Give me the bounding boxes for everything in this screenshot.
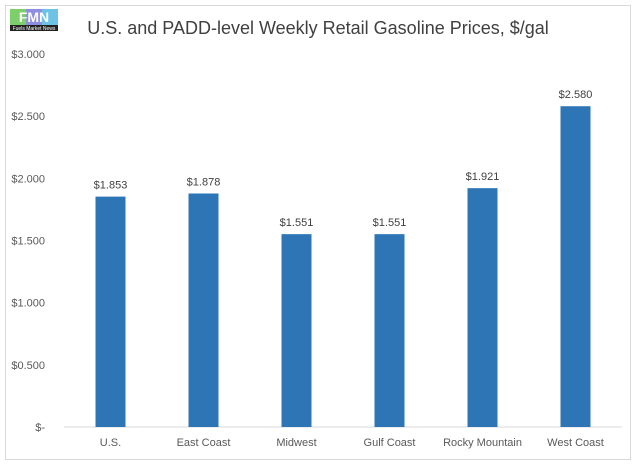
chart-title: U.S. and PADD-level Weekly Retail Gasoli…	[87, 18, 549, 38]
x-tick-label: Gulf Coast	[364, 437, 416, 449]
data-label: $1.551	[280, 217, 314, 229]
data-label: $1.853	[94, 180, 128, 192]
data-label: $1.551	[373, 217, 407, 229]
fuels-market-news-logo: FMN Fuels Market News	[10, 9, 58, 31]
x-tick-label: West Coast	[547, 437, 604, 449]
x-tick-label: Midwest	[276, 437, 316, 449]
bar	[467, 188, 498, 427]
bar	[374, 234, 405, 427]
x-tick-label: U.S.	[100, 437, 121, 449]
y-tick-label: $2.000	[11, 173, 45, 185]
y-tick-label: $2.500	[11, 111, 45, 123]
data-label: $1.921	[466, 171, 500, 183]
data-label: $2.580	[559, 89, 593, 101]
y-tick-label: $1.500	[11, 236, 45, 248]
svg-text:Fuels Market News: Fuels Market News	[13, 26, 56, 31]
bar	[188, 193, 219, 427]
y-tick-label: $3.000	[11, 49, 45, 61]
bar	[281, 234, 312, 427]
bar	[560, 106, 591, 427]
data-label: $1.878	[187, 177, 221, 189]
x-tick-label: East Coast	[177, 437, 231, 449]
y-tick-label: $1.000	[11, 298, 45, 310]
y-tick-label: $-	[35, 422, 45, 434]
x-tick-label: Rocky Mountain	[443, 437, 522, 449]
y-tick-label: $0.500	[11, 360, 45, 372]
svg-text:FMN: FMN	[19, 9, 49, 25]
bar	[95, 196, 126, 427]
